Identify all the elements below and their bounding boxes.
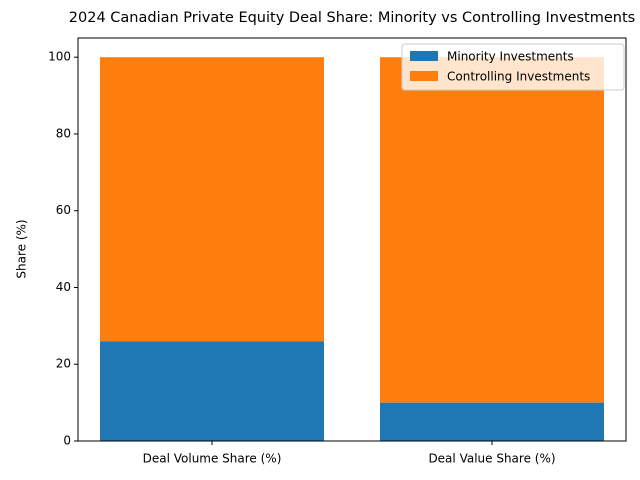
bar bbox=[100, 341, 324, 441]
plot-frame bbox=[77, 37, 627, 442]
y-tick-label: 20 bbox=[56, 357, 71, 371]
legend-frame bbox=[401, 43, 625, 91]
legend-label: Controlling Investments bbox=[447, 70, 590, 84]
y-tick-label: 60 bbox=[56, 203, 71, 217]
chart-title: 2024 Canadian Private Equity Deal Share:… bbox=[69, 10, 635, 26]
x-tick-label: Deal Volume Share (%) bbox=[143, 452, 282, 466]
legend-label: Minority Investments bbox=[447, 50, 574, 64]
y-tick-label: 40 bbox=[56, 280, 71, 294]
bar bbox=[380, 57, 604, 403]
legend-swatch bbox=[410, 51, 438, 61]
y-tick-label: 0 bbox=[63, 434, 71, 448]
x-tick-label: Deal Value Share (%) bbox=[428, 452, 555, 466]
legend: Minority Investments Controlling Investme… bbox=[401, 43, 625, 91]
bar bbox=[100, 57, 324, 342]
legend-swatch bbox=[410, 71, 438, 81]
y-tick-label: 80 bbox=[56, 126, 71, 140]
y-axis-label: Share (%) bbox=[15, 219, 29, 278]
y-tick-label: 100 bbox=[48, 50, 71, 64]
bar bbox=[380, 402, 604, 441]
